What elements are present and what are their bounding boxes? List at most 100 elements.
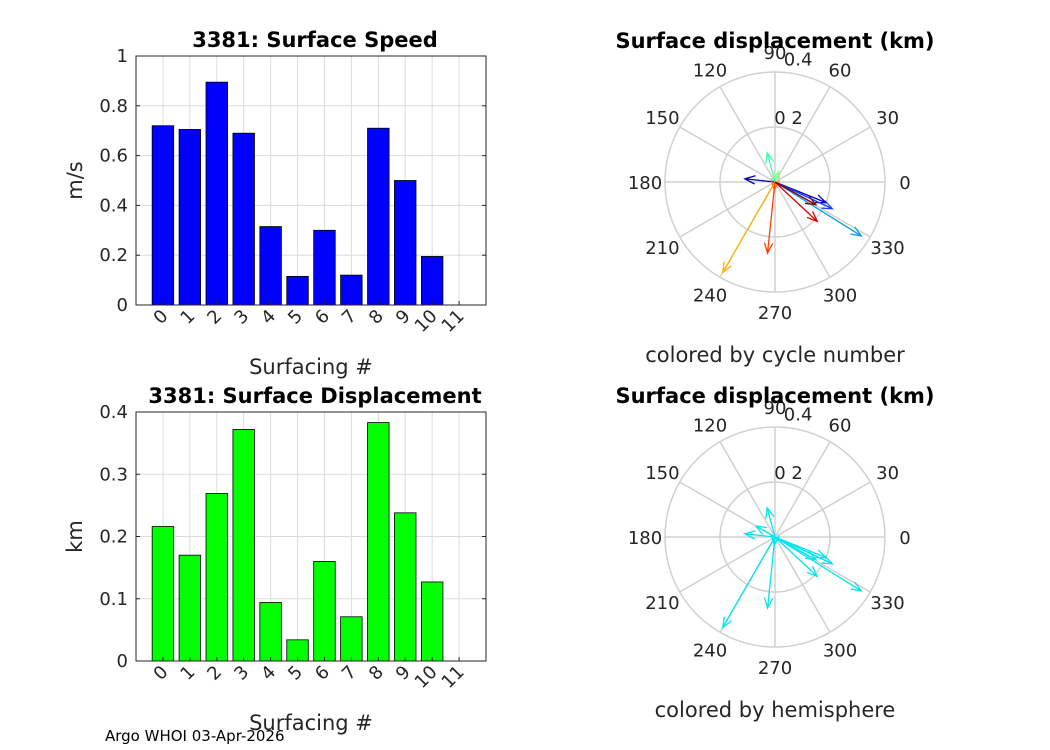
speed-title: 3381: Surface Speed — [192, 28, 438, 52]
polar-cycle-angle-label-0: 0 — [899, 173, 910, 194]
displacement-ytick-label-0: 0 — [117, 651, 128, 672]
speed-bar-0 — [151, 125, 175, 306]
displacement-bar-1 — [178, 554, 202, 662]
speed-bar-2 — [205, 81, 228, 306]
polar-cycle-vector-10 — [774, 181, 817, 206]
speed-xtick-label-8: 8 — [365, 306, 388, 329]
polar-cycle-vector-head-6 — [721, 261, 732, 275]
polar-hemisphere-vector-6 — [722, 536, 776, 628]
displacement-ytick-label-1: 0.1 — [99, 589, 128, 610]
polar-hemisphere-angle-label-210: 210 — [645, 593, 679, 614]
displacement-xlabel: Surfacing # — [249, 711, 373, 735]
polar-cycle-vector-head-5 — [770, 170, 780, 183]
displacement-xtick-label-3: 3 — [230, 662, 253, 685]
speed-xtick-label-2: 2 — [203, 306, 226, 329]
speed-xtick-label-0: 0 — [150, 306, 173, 329]
displacement-xtick-label-4: 4 — [257, 662, 280, 685]
displacement-bar-10 — [420, 581, 444, 662]
polar-cycle-vector-head-1 — [743, 175, 756, 185]
speed-bar-5 — [286, 275, 309, 306]
polar-cycle-chart: 0 2 0.4 0 30 60 90 120 150 180 210 240 270 300 330 Sur… — [615, 29, 934, 367]
speed-ytick-label-0: 0 — [117, 295, 128, 316]
polar-cycle-vector-8 — [766, 181, 776, 254]
speed-ytick-label-2: 0.4 — [99, 195, 128, 216]
speed-xtick-label-7: 7 — [338, 306, 361, 329]
polar-cycle-vector-1 — [744, 178, 776, 183]
polar-hemisphere-vector-3 — [774, 536, 862, 592]
speed-ytick-label-5: 1 — [117, 46, 128, 67]
speed-bar-7 — [340, 274, 363, 306]
polar-hemisphere-ring-1 — [664, 426, 886, 648]
polar-cycle-angle-label-30: 30 — [876, 108, 899, 129]
polar-hemisphere-angle-label-60: 60 — [829, 415, 852, 436]
speed-xtick-label-1: 1 — [176, 306, 199, 329]
polar-cycle-rtick-label-0: 0 2 — [774, 108, 803, 129]
polar-hemisphere-vector-head-6 — [721, 616, 732, 630]
polar-cycle-ring-1 — [664, 71, 886, 293]
polar-cycle-vector-head-2 — [821, 200, 834, 210]
displacement-bar-7 — [340, 616, 363, 662]
speed-xtick-label-4: 4 — [257, 306, 280, 329]
speed-bar-3 — [232, 132, 255, 306]
displacement-xtick-label-2: 2 — [203, 662, 226, 685]
polar-cycle-angle-label-120: 120 — [693, 60, 727, 81]
polar-cycle-vector-head-10 — [804, 195, 818, 206]
polar-hemisphere-angle-label-120: 120 — [693, 415, 727, 436]
polar-hemisphere-vector-10 — [774, 536, 817, 561]
polar-hemisphere-vector-head-5 — [754, 525, 767, 536]
polar-cycle-vector-5 — [774, 171, 780, 183]
speed-ytick-label-1: 0.2 — [99, 245, 128, 266]
polar-hemisphere-angle-label-150: 150 — [645, 463, 679, 484]
polar-hemisphere-angle-label-90: 90 — [764, 398, 787, 419]
speed-bar-9 — [394, 180, 417, 306]
speed-xtick-label-11: 11 — [438, 306, 469, 337]
displacement-xtick-label-7: 7 — [338, 662, 361, 685]
displacement-xtick-label-5: 5 — [284, 662, 307, 685]
polar-cycle-angle-label-60: 60 — [829, 60, 852, 81]
polar-cycle-vector-head-4 — [765, 151, 775, 164]
speed-ytick-label-4: 0.8 — [99, 96, 128, 117]
polar-hemisphere-vector-head-3 — [850, 581, 863, 592]
displacement-ytick-label-2: 0.2 — [99, 527, 128, 548]
displacement-bar-8 — [367, 422, 390, 662]
polar-hemisphere-vector-head-4 — [765, 506, 775, 519]
polar-hemisphere-vector-1 — [744, 533, 776, 538]
polar-cycle-angle-label-180: 180 — [628, 173, 662, 194]
polar-hemisphere-angle-label-330: 330 — [870, 593, 904, 614]
speed-axes-box — [135, 55, 487, 306]
polar-cycle-rtick-label-1: 0.4 — [784, 50, 813, 71]
displacement-bar-9 — [394, 512, 417, 662]
polar-hemisphere-vector-4 — [766, 507, 776, 538]
speed-xtick-label-9: 9 — [392, 306, 415, 329]
speed-xtick-label-5: 5 — [284, 306, 307, 329]
polar-hemisphere-angle-label-0: 0 — [899, 528, 910, 549]
polar-hemisphere-angle-label-300: 300 — [823, 641, 857, 662]
polar-cycle-angle-label-90: 90 — [764, 43, 787, 64]
polar-hemisphere-rtick-label-1: 0.4 — [784, 405, 813, 426]
polar-cycle-vector-6 — [722, 181, 776, 273]
polar-hemisphere-vector-9 — [774, 536, 818, 577]
speed-ytick-label-3: 0.6 — [99, 146, 128, 167]
polar-hemisphere-angle-label-270: 270 — [758, 658, 792, 679]
displacement-bar-2 — [205, 493, 228, 662]
displacement-ytick-label-4: 0.4 — [99, 402, 128, 423]
polar-hemisphere-ring-0 — [719, 481, 831, 593]
polar-cycle-angle-label-210: 210 — [645, 238, 679, 259]
polar-cycle-vector-head-8 — [763, 242, 774, 255]
polar-hemisphere-vector-head-1 — [743, 530, 756, 540]
polar-cycle-caption: colored by cycle number — [645, 343, 905, 367]
speed-bar-4 — [259, 226, 282, 306]
speed-ylabel: m/s — [63, 161, 87, 199]
polar-cycle-title: Surface displacement (km) — [615, 29, 934, 53]
polar-hemisphere-vector-head-9 — [806, 566, 819, 578]
polar-cycle-vector-head-3 — [850, 226, 863, 237]
displacement-xtick-label-0: 0 — [150, 662, 173, 685]
displacement-bar-6 — [313, 561, 336, 662]
polar-cycle-angle-label-300: 300 — [823, 286, 857, 307]
speed-bar-8 — [367, 127, 390, 306]
displacement-bar-0 — [151, 526, 175, 662]
polar-hemisphere-title: Surface displacement (km) — [615, 384, 934, 408]
displacement-ylabel: km — [63, 520, 87, 553]
